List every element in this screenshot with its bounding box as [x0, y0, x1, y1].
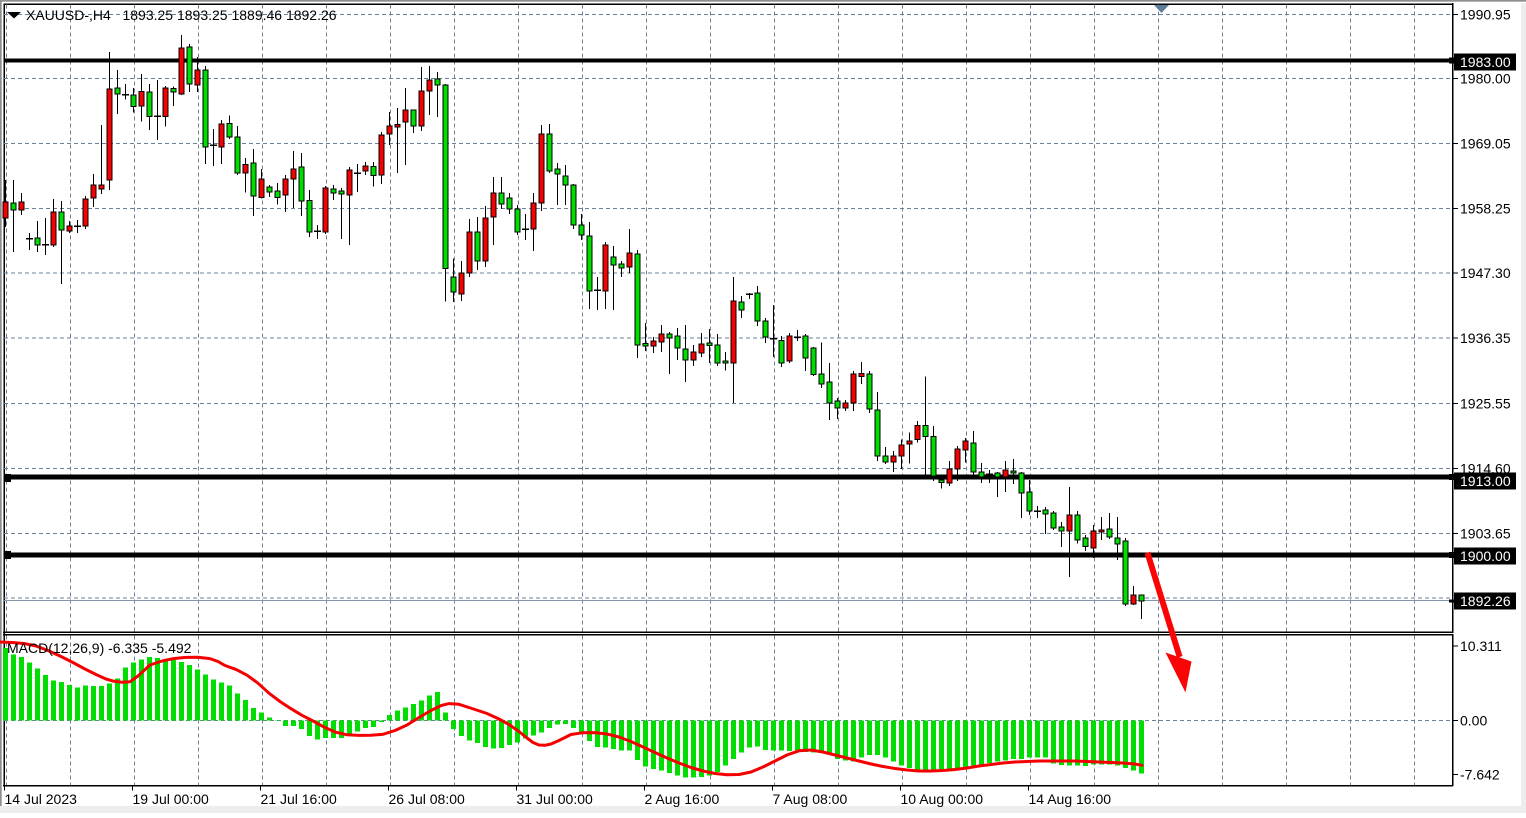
svg-text:0.00: 0.00 [1460, 713, 1487, 729]
svg-text:1990.95: 1990.95 [1460, 7, 1511, 23]
svg-text:19 Jul 00:00: 19 Jul 00:00 [133, 791, 209, 807]
svg-text:1980.00: 1980.00 [1460, 71, 1511, 87]
svg-text:XAUUSD-,H4 1893.25 1893.25 1: XAUUSD-,H4 1893.25 1893.25 1889.46 1892.… [26, 7, 337, 23]
svg-text:26 Jul 08:00: 26 Jul 08:00 [389, 791, 465, 807]
svg-text:1983.00: 1983.00 [1460, 54, 1511, 70]
svg-text:31 Jul 00:00: 31 Jul 00:00 [517, 791, 593, 807]
svg-text:1925.55: 1925.55 [1460, 396, 1511, 412]
svg-text:1892.26: 1892.26 [1460, 593, 1511, 609]
svg-text:10.311: 10.311 [1460, 638, 1502, 654]
svg-text:MACD(12,26,9) -6.335 -5.492: MACD(12,26,9) -6.335 -5.492 [7, 640, 192, 656]
svg-text:2 Aug 16:00: 2 Aug 16:00 [645, 791, 720, 807]
svg-text:1913.00: 1913.00 [1460, 473, 1511, 489]
svg-text:1900.00: 1900.00 [1460, 548, 1511, 564]
svg-text:21 Jul 16:00: 21 Jul 16:00 [261, 791, 337, 807]
svg-text:-7.642: -7.642 [1460, 767, 1500, 783]
svg-text:1947.30: 1947.30 [1460, 265, 1511, 281]
svg-text:7 Aug 08:00: 7 Aug 08:00 [773, 791, 848, 807]
svg-text:14 Jul 2023: 14 Jul 2023 [5, 791, 78, 807]
svg-text:14 Aug 16:00: 14 Aug 16:00 [1029, 791, 1112, 807]
svg-text:10 Aug 00:00: 10 Aug 00:00 [901, 791, 984, 807]
svg-text:1936.35: 1936.35 [1460, 330, 1511, 346]
svg-text:1969.05: 1969.05 [1460, 136, 1511, 152]
svg-text:1958.25: 1958.25 [1460, 201, 1511, 217]
svg-text:1903.65: 1903.65 [1460, 526, 1511, 542]
